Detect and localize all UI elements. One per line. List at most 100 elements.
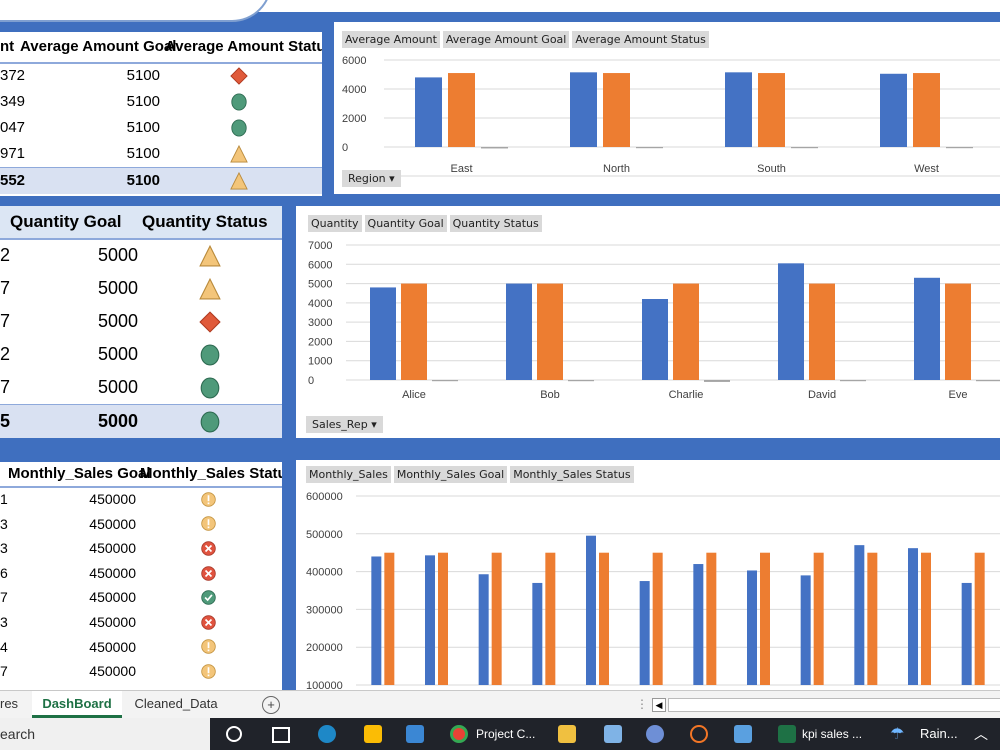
y-tick-label: 100000 [306,680,343,690]
cell-value: 047 [0,119,26,136]
warning-icon [201,639,216,655]
bar-monthly-sales-goal [384,552,395,685]
cell-value: 2 [0,344,11,364]
cell-value: 7 [0,663,8,680]
cell-value: 2 [0,245,11,265]
chip-average-amount-goal[interactable]: Average Amount Goal [442,31,570,48]
cell-value: 5 [0,411,11,431]
file-explorer-icon[interactable] [558,725,576,743]
table-row: 047 5100 [0,115,322,141]
chip-quantity[interactable]: Quantity [308,215,362,232]
bar-average-amount-goal [448,73,475,147]
table-header: Quantity Goal Quantity Status [0,206,282,240]
bar-average-amount-goal [913,73,940,147]
chip-monthly-sales-goal[interactable]: Monthly_Sales Goal [393,466,508,483]
cell-value: 3 [0,515,8,532]
bar-monthly-sales [639,581,650,685]
chrome-icon[interactable] [450,725,468,743]
warning-icon [201,492,216,507]
cell-value: 971 [0,145,26,162]
cell-status [199,277,221,300]
cell-goal: 5100 [126,172,160,189]
bar-monthly-sales-goal [813,552,824,685]
search-box[interactable]: earch [0,718,210,750]
cell-goal: 450000 [89,663,136,680]
store-icon[interactable] [364,725,382,743]
scroll-left-icon[interactable]: ◀ [652,698,666,712]
cell-status [200,540,217,557]
chevron-up-icon[interactable]: ︿ [974,726,988,742]
monthly-sales-chart[interactable]: Monthly_Sales Monthly_Sales Goal Monthly_S… [296,460,1000,690]
cortana-icon[interactable] [226,726,242,742]
table-row: 1 450000 [0,487,282,512]
y-tick-label: 5000 [308,279,332,291]
bar-average-amount [725,72,752,147]
bar-quantity-goal [809,283,835,380]
bar-monthly-sales-goal [599,552,609,685]
cell-goal: 450000 [89,589,136,606]
bar-monthly-sales [693,564,704,685]
header-status: Average Amount Status [165,38,322,55]
bar-monthly-sales [532,582,543,685]
bar-monthly-sales [425,555,435,685]
edge-icon[interactable] [318,725,336,743]
task-view-icon[interactable] [272,727,290,743]
weather-label[interactable]: Rain... [920,726,958,741]
horizontal-scrollbar[interactable] [668,698,1000,712]
chip-average-amount-status[interactable]: Average Amount Status [572,31,709,48]
total-row: 552 5100 [0,167,322,194]
add-sheet-icon[interactable]: + [262,696,280,714]
cell-goal: 5000 [97,311,138,331]
sheet-tab-dashboard[interactable]: DashBoard [32,691,122,718]
cell-goal: 450000 [89,564,136,581]
yellow-triangle-icon [230,171,248,190]
bar-quantity [914,277,940,380]
notepad-icon[interactable] [604,725,622,743]
sales-rep-filter-button[interactable]: Sales_Rep ▾ [306,416,383,433]
mail-icon[interactable] [406,725,424,743]
bar-average-amount-status [946,147,973,149]
r-icon[interactable] [646,725,664,743]
y-tick-label: 2000 [342,113,366,125]
table-row: 7 5000 [0,305,282,338]
y-tick-label: 6000 [342,55,366,67]
quantity-chart[interactable]: Quantity Quantity Goal Quantity Status 700… [296,206,1000,438]
header-status: Monthly_Sales Status [140,465,282,482]
cell-status [230,67,248,85]
green-circle-icon [200,344,220,365]
sheet-tab-partial[interactable]: res [0,696,19,711]
chip-quantity-status[interactable]: Quantity Status [449,215,542,232]
excel-window-label[interactable]: kpi sales ... [802,727,863,741]
chip-monthly-sales[interactable]: Monthly_Sales [306,466,391,483]
jupyter-icon[interactable] [690,725,708,743]
chrome-window-label[interactable]: Project C... [476,727,536,741]
bar-quantity-status [840,380,866,382]
cell-value: 372 [0,67,26,84]
x-category-label: Charlie [669,389,704,401]
bar-monthly-sales-goal [974,552,985,685]
table-row: 3 450000 [0,610,282,635]
red-diamond-icon [230,67,248,85]
cell-value: 6 [0,564,8,581]
region-filter-button[interactable]: Region ▾ [342,170,401,187]
bar-monthly-sales-goal [438,552,448,685]
x-category-label: David [808,389,836,401]
paint-icon[interactable] [734,725,752,743]
check-circle-icon [201,590,216,605]
chip-monthly-sales-status[interactable]: Monthly_Sales Status [510,466,634,483]
red-diamond-icon [199,310,221,333]
bar-monthly-sales-goal [652,552,663,685]
chip-average-amount[interactable]: Average Amount [342,31,440,48]
x-category-label: Alice [402,389,426,401]
excel-icon[interactable] [778,725,796,743]
cell-status [199,377,221,399]
bar-monthly-sales [908,548,918,685]
avg-amount-chart[interactable]: Average Amount Average Amount Goal Average… [334,22,1000,194]
sheet-tab-cleaned-data[interactable]: Cleaned_Data [134,696,218,711]
x-category-label: West [914,163,939,175]
region-filter-label: Region [348,172,386,185]
chip-quantity-goal[interactable]: Quantity Goal [364,215,447,232]
table-row: 7 5000 [0,371,282,404]
bar-monthly-sales [586,535,596,685]
bar-quantity-goal [945,283,971,380]
